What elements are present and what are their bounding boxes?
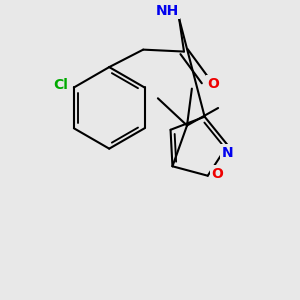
Text: O: O (212, 167, 224, 181)
Text: N: N (222, 146, 233, 160)
Text: O: O (207, 76, 219, 91)
Text: Cl: Cl (53, 78, 68, 92)
Text: NH: NH (156, 4, 179, 18)
